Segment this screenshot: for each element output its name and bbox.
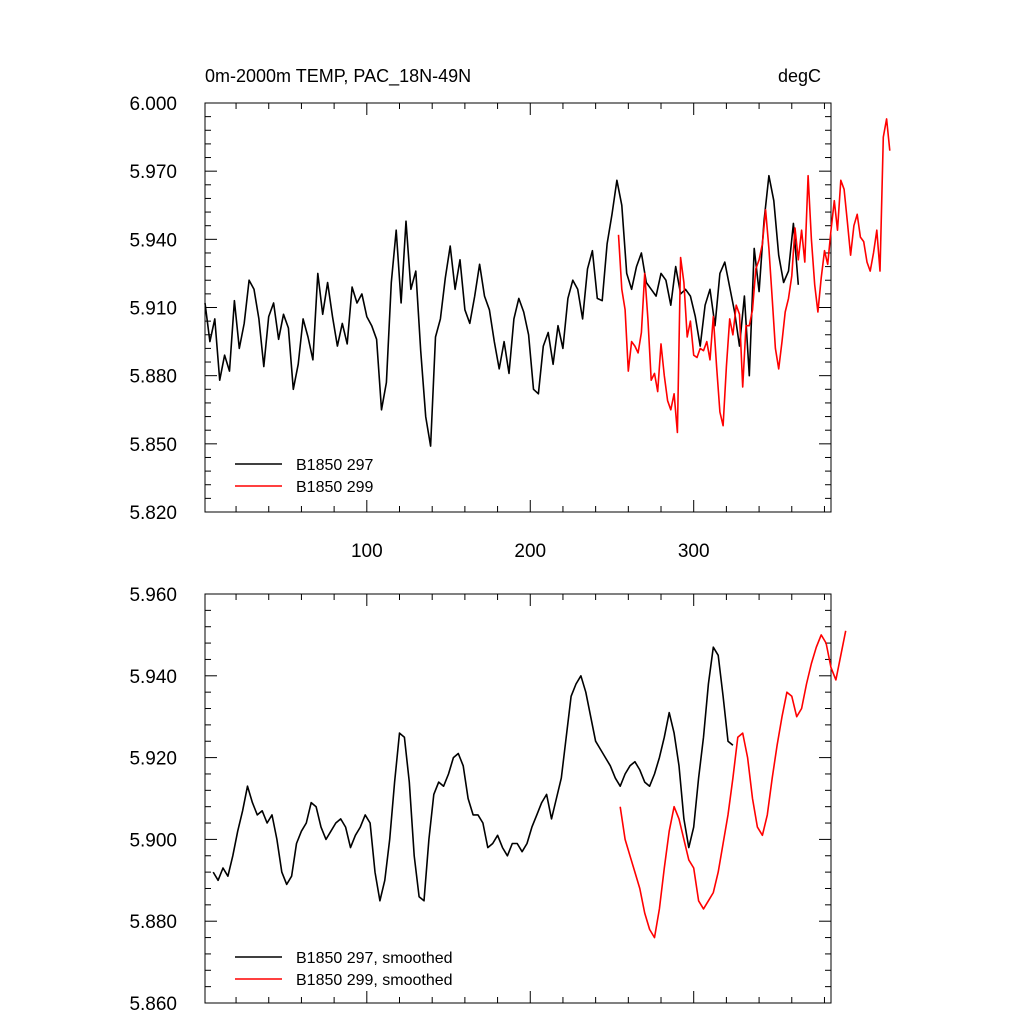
raw-timeseries-panel: 0m-2000m TEMP, PAC_18N-49N degC 100 200 30… [129, 66, 891, 562]
series-line-2 [617, 118, 891, 434]
legend-label: B1850 297 [296, 457, 374, 474]
y-tick-label: 5.880 [129, 912, 177, 933]
series-lines [212, 630, 847, 939]
legend-label: B1850 297, smoothed [296, 950, 453, 967]
smoothed-timeseries-panel: 5.860 5.880 5.900 5.920 5.940 5.960 B1850 297… [129, 585, 847, 1015]
series-line-1 [204, 174, 800, 447]
y-tick-label: 5.900 [129, 830, 177, 851]
x-tick-label: 100 [351, 541, 383, 562]
y-tick-label: 5.920 [129, 749, 177, 770]
y-tick-label: 5.970 [129, 162, 177, 183]
tick-labels: 5.860 5.880 5.900 5.920 5.940 5.960 [129, 585, 177, 1015]
x-tick-label: 200 [514, 541, 546, 562]
y-tick-label: 5.820 [129, 503, 177, 524]
legend-label: B1850 299 [296, 479, 374, 496]
y-tick-label: 5.860 [129, 994, 177, 1015]
y-tick-label: 5.880 [129, 367, 177, 388]
y-tick-label: 5.960 [129, 585, 177, 606]
legend: B1850 297, smoothed B1850 299, smoothed [235, 950, 453, 989]
chart-title: 0m-2000m TEMP, PAC_18N-49N [205, 66, 471, 87]
axis-ticks [205, 102, 831, 513]
y-tick-label: 5.850 [129, 435, 177, 456]
y-tick-label: 5.940 [129, 667, 177, 688]
legend: B1850 297 B1850 299 [235, 457, 374, 496]
axis-ticks [205, 593, 831, 1004]
tick-labels: 100 200 300 5.820 5.850 5.880 5.910 5.940 5.970 6… [129, 94, 709, 562]
x-tick-label: 300 [678, 541, 710, 562]
plot-frame [204, 593, 832, 1004]
series-line-2 [619, 630, 847, 939]
series-line-1 [212, 646, 734, 902]
legend-label: B1850 299, smoothed [296, 972, 453, 989]
y-tick-label: 5.940 [129, 230, 177, 251]
series-lines [204, 118, 891, 447]
units-label: degC [778, 66, 821, 86]
y-tick-label: 6.000 [129, 94, 177, 115]
y-tick-label: 5.910 [129, 299, 177, 320]
